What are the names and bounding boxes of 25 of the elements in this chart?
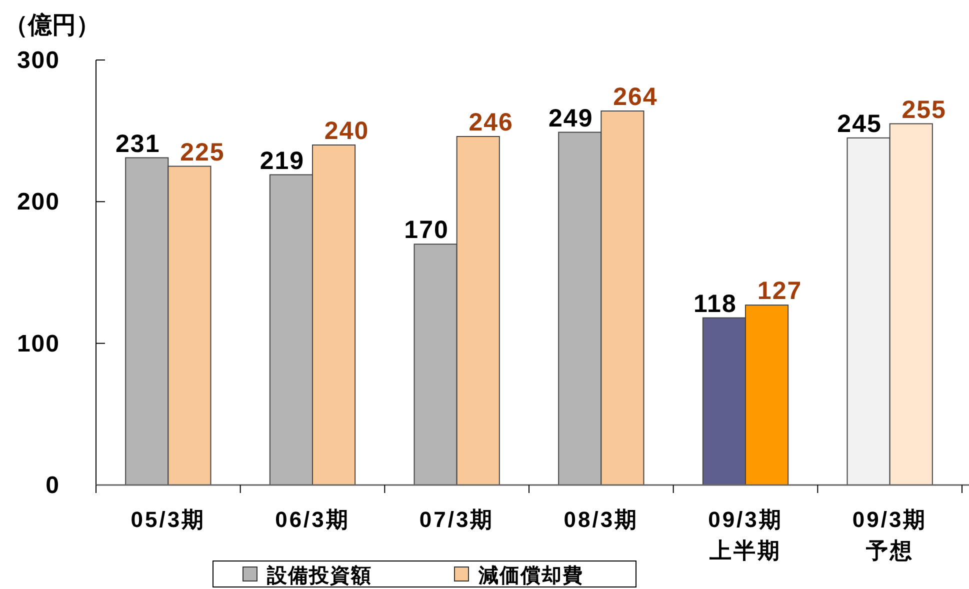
legend-label: 設備投資額 [266, 564, 372, 587]
data-label: 219 [260, 146, 305, 175]
y-tick-label: 0 [46, 472, 60, 499]
data-label: 170 [404, 216, 449, 244]
x-tick-label: 05/3期 [130, 507, 206, 532]
x-tick-label: 07/3期 [419, 507, 494, 532]
y-tick-label: 200 [16, 188, 60, 216]
data-label: 225 [180, 138, 225, 166]
data-label: 231 [116, 130, 160, 158]
y-axis-title: （億円） [4, 12, 100, 39]
x-tick-label: 09/3期上半期 [708, 507, 783, 563]
y-tick-label: 300 [16, 47, 60, 74]
x-tick-label: 06/3期 [275, 507, 350, 532]
data-label: 264 [613, 83, 658, 111]
data-label: 118 [694, 290, 737, 318]
y-tick-label: 100 [16, 330, 60, 358]
data-label: 127 [757, 277, 802, 306]
data-label: 255 [902, 96, 946, 124]
data-label: 245 [837, 110, 882, 138]
data-label: 246 [468, 108, 514, 136]
data-label: 240 [324, 117, 370, 145]
legend-label: 減価償却費 [478, 565, 584, 587]
x-tick-label: 09/3期予想 [852, 507, 928, 563]
data-label: 249 [548, 104, 594, 132]
x-tick-label: 08/3期 [564, 507, 639, 532]
